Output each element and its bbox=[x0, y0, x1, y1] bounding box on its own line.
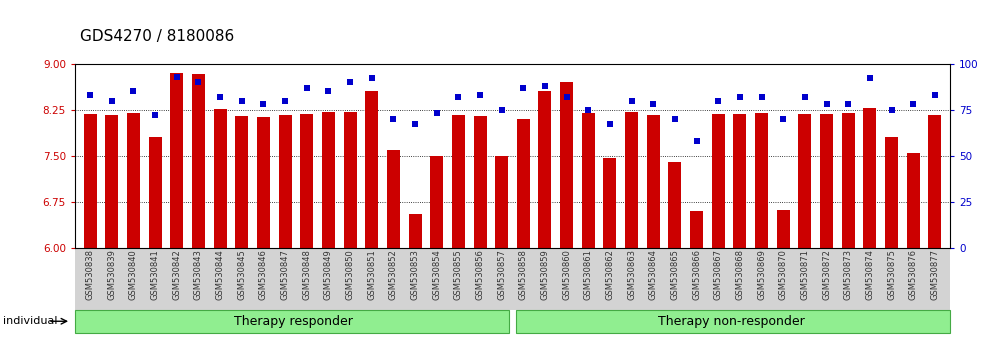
Point bbox=[125, 88, 141, 94]
Bar bbox=[300, 114, 313, 248]
Bar bbox=[777, 210, 790, 248]
Point bbox=[234, 98, 250, 103]
Point bbox=[320, 88, 336, 94]
Bar bbox=[712, 114, 725, 248]
Point bbox=[797, 94, 813, 100]
Point bbox=[840, 101, 856, 107]
Point bbox=[905, 101, 921, 107]
Point bbox=[450, 94, 466, 100]
Text: Therapy responder: Therapy responder bbox=[234, 315, 353, 328]
Bar bbox=[517, 119, 530, 248]
Point bbox=[927, 92, 943, 98]
Point bbox=[299, 85, 315, 91]
Point bbox=[429, 110, 445, 116]
Point bbox=[104, 98, 120, 103]
Point bbox=[775, 116, 791, 122]
Bar bbox=[885, 137, 898, 248]
Bar bbox=[820, 114, 833, 248]
Point bbox=[559, 94, 575, 100]
Point bbox=[689, 138, 705, 144]
Bar bbox=[647, 115, 660, 248]
Bar bbox=[149, 137, 162, 248]
Bar bbox=[192, 74, 205, 248]
Bar bbox=[257, 117, 270, 248]
Bar bbox=[127, 113, 140, 248]
Text: Therapy non-responder: Therapy non-responder bbox=[658, 315, 805, 328]
Bar bbox=[84, 114, 97, 248]
Point bbox=[190, 79, 206, 85]
Point bbox=[645, 101, 661, 107]
Bar bbox=[105, 115, 118, 248]
Point bbox=[494, 107, 510, 113]
Bar bbox=[582, 113, 595, 248]
Bar bbox=[365, 91, 378, 248]
Point bbox=[819, 101, 835, 107]
Point bbox=[667, 116, 683, 122]
Bar bbox=[430, 156, 443, 248]
Bar bbox=[387, 150, 400, 248]
Point bbox=[754, 94, 770, 100]
Bar bbox=[235, 116, 248, 248]
Point bbox=[364, 76, 380, 81]
Point bbox=[537, 83, 553, 88]
Bar bbox=[928, 115, 941, 248]
Point bbox=[515, 85, 531, 91]
Bar bbox=[625, 112, 638, 248]
Point bbox=[169, 74, 185, 79]
Bar bbox=[603, 158, 616, 248]
Point bbox=[580, 107, 596, 113]
Point bbox=[212, 94, 228, 100]
Bar bbox=[690, 211, 703, 248]
Bar bbox=[214, 109, 227, 248]
Point bbox=[732, 94, 748, 100]
Point bbox=[82, 92, 98, 98]
Bar bbox=[907, 153, 920, 248]
Bar bbox=[279, 115, 292, 248]
Bar bbox=[863, 108, 876, 248]
Bar bbox=[668, 162, 681, 248]
Point bbox=[710, 98, 726, 103]
Bar bbox=[538, 91, 551, 248]
Point bbox=[255, 101, 271, 107]
Bar bbox=[842, 113, 855, 248]
Bar bbox=[322, 112, 335, 248]
Point bbox=[884, 107, 900, 113]
Bar bbox=[409, 214, 422, 248]
Point bbox=[407, 122, 423, 127]
Bar bbox=[474, 116, 487, 248]
Bar bbox=[560, 82, 573, 248]
Bar bbox=[452, 115, 465, 248]
Text: GDS4270 / 8180086: GDS4270 / 8180086 bbox=[80, 29, 234, 44]
Point bbox=[342, 79, 358, 85]
Point bbox=[472, 92, 488, 98]
Point bbox=[624, 98, 640, 103]
Point bbox=[147, 113, 163, 118]
Point bbox=[602, 122, 618, 127]
Bar bbox=[733, 114, 746, 248]
Point bbox=[277, 98, 293, 103]
Bar bbox=[170, 73, 183, 248]
Bar bbox=[798, 114, 811, 248]
Point bbox=[385, 116, 401, 122]
Bar bbox=[755, 113, 768, 248]
Text: individual: individual bbox=[3, 316, 58, 326]
Bar bbox=[344, 112, 357, 248]
Point bbox=[862, 76, 878, 81]
Bar bbox=[495, 156, 508, 248]
